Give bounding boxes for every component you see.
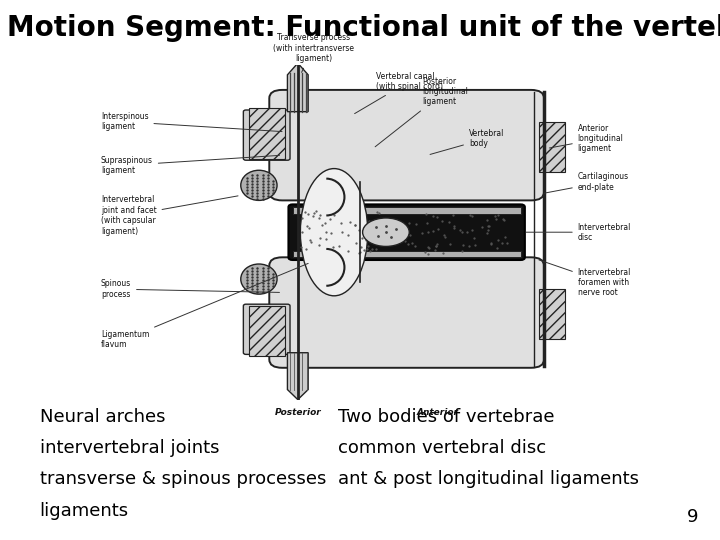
- Text: Interspinous
ligament: Interspinous ligament: [101, 112, 282, 132]
- FancyBboxPatch shape: [289, 205, 525, 260]
- Text: Motion Segment: Functional unit of the vertebral colum: Motion Segment: Functional unit of the v…: [7, 14, 720, 42]
- Ellipse shape: [300, 168, 368, 296]
- Bar: [292, 207, 521, 214]
- Ellipse shape: [240, 264, 277, 294]
- Text: Posterior
longitudinal
ligament: Posterior longitudinal ligament: [375, 77, 468, 147]
- Text: Posterior: Posterior: [274, 408, 321, 417]
- Bar: [292, 251, 521, 258]
- Polygon shape: [287, 353, 308, 400]
- Text: Vertebral canal
(with spinal cord): Vertebral canal (with spinal cord): [355, 72, 443, 113]
- Text: Vertebral
body: Vertebral body: [430, 129, 504, 154]
- Bar: [539, 122, 564, 172]
- Text: Neural arches: Neural arches: [40, 408, 165, 426]
- Text: Intervertebral
disc: Intervertebral disc: [526, 222, 631, 242]
- FancyBboxPatch shape: [243, 110, 290, 160]
- Text: Anterior
longitudinal
ligament: Anterior longitudinal ligament: [549, 124, 624, 153]
- Text: Spinous
process: Spinous process: [101, 279, 279, 299]
- FancyBboxPatch shape: [269, 90, 544, 200]
- Text: Intervertebral
joint and facet
(with capsular
ligament): Intervertebral joint and facet (with cap…: [101, 195, 238, 235]
- Text: Intervertebral
foramen with
nerve root: Intervertebral foramen with nerve root: [539, 260, 631, 298]
- Text: Ligamentum
flavum: Ligamentum flavum: [101, 264, 308, 349]
- Text: Two bodies of vertebrae: Two bodies of vertebrae: [338, 408, 555, 426]
- Text: 9: 9: [687, 509, 698, 526]
- Ellipse shape: [240, 170, 277, 200]
- Text: Supraspinous
ligament: Supraspinous ligament: [101, 156, 279, 175]
- Bar: [248, 306, 285, 356]
- Text: intervertebral joints: intervertebral joints: [40, 439, 219, 457]
- Text: common vertebral disc: common vertebral disc: [338, 439, 546, 457]
- Bar: [539, 289, 564, 339]
- FancyBboxPatch shape: [269, 258, 544, 368]
- Bar: [248, 109, 285, 159]
- Text: Anterior: Anterior: [417, 408, 459, 417]
- Text: Cartilaginous
end-plate: Cartilaginous end-plate: [544, 172, 629, 193]
- Text: ligaments: ligaments: [40, 502, 129, 519]
- Polygon shape: [287, 63, 308, 112]
- FancyBboxPatch shape: [243, 304, 290, 354]
- Text: Transverse process
(with intertransverse
ligament): Transverse process (with intertransverse…: [273, 33, 354, 72]
- Text: ant & post longitudinal ligaments: ant & post longitudinal ligaments: [338, 470, 639, 488]
- Ellipse shape: [363, 218, 409, 246]
- Text: transverse & spinous processes: transverse & spinous processes: [40, 470, 326, 488]
